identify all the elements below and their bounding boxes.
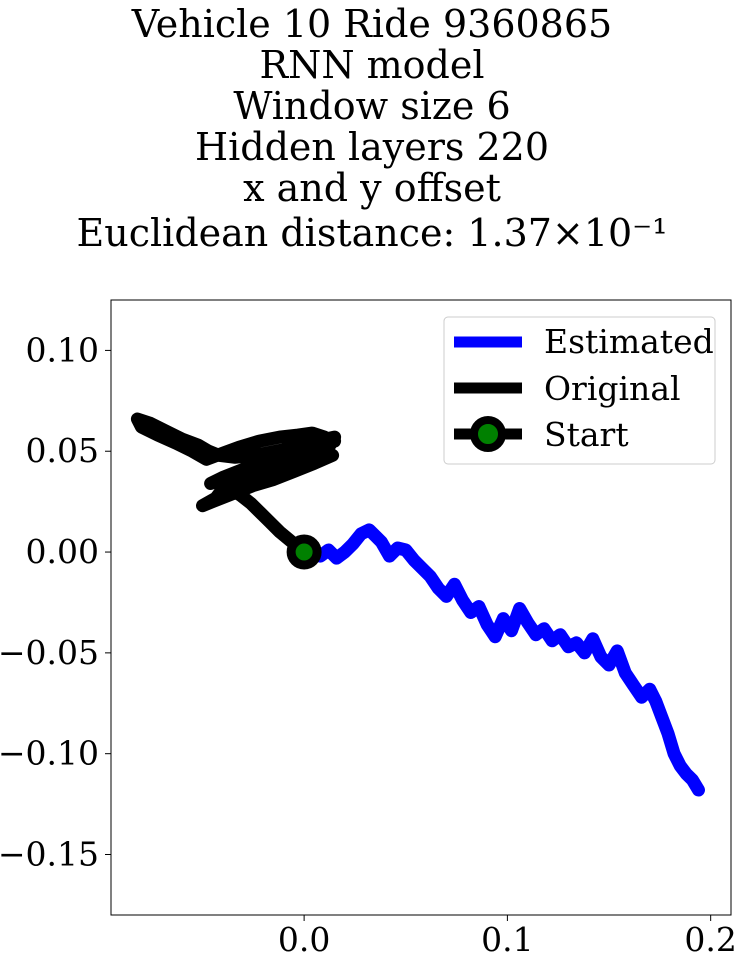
x-tick-label: 0.2 <box>684 920 736 959</box>
series-original-line <box>130 412 342 559</box>
start-point-marker <box>286 534 322 570</box>
title-line-model: RNN model <box>259 43 485 87</box>
title-line-distance: Euclidean distance: 1.37×10⁻¹ <box>76 211 668 255</box>
start-layer <box>286 534 322 570</box>
y-tick-label: 0.00 <box>26 532 99 571</box>
y-tick-label: 0.05 <box>26 431 99 470</box>
title-line-hidden: Hidden layers 220 <box>194 125 550 169</box>
legend: Estimated Original Start <box>443 316 716 465</box>
legend-box <box>443 316 716 465</box>
series-layer <box>130 412 705 797</box>
x-axis: 0.0 0.1 0.2 <box>278 915 737 959</box>
y-tick-label: −0.05 <box>0 633 99 672</box>
x-tick-label: 0.1 <box>481 920 533 959</box>
y-tick-label: 0.10 <box>26 330 99 369</box>
x-tick-label: 0.0 <box>278 920 330 959</box>
plot-frame <box>110 299 732 916</box>
y-tick-label: −0.10 <box>0 734 99 773</box>
y-axis: 0.10 0.05 0.00 −0.05 −0.10 −0.15 <box>0 330 111 874</box>
title-line-window: Window size 6 <box>233 84 511 128</box>
title-line-vehicle: Vehicle 10 Ride 9360865 <box>131 2 613 46</box>
legend-original-label: Original <box>544 369 681 408</box>
title-line-offset: x and y offset <box>243 166 501 210</box>
legend-estimated-label: Estimated <box>544 322 714 361</box>
series-estimated-line <box>297 523 705 797</box>
legend-start-marker <box>470 416 506 452</box>
legend-start-label: Start <box>544 415 629 454</box>
y-tick-label: −0.15 <box>0 835 99 874</box>
